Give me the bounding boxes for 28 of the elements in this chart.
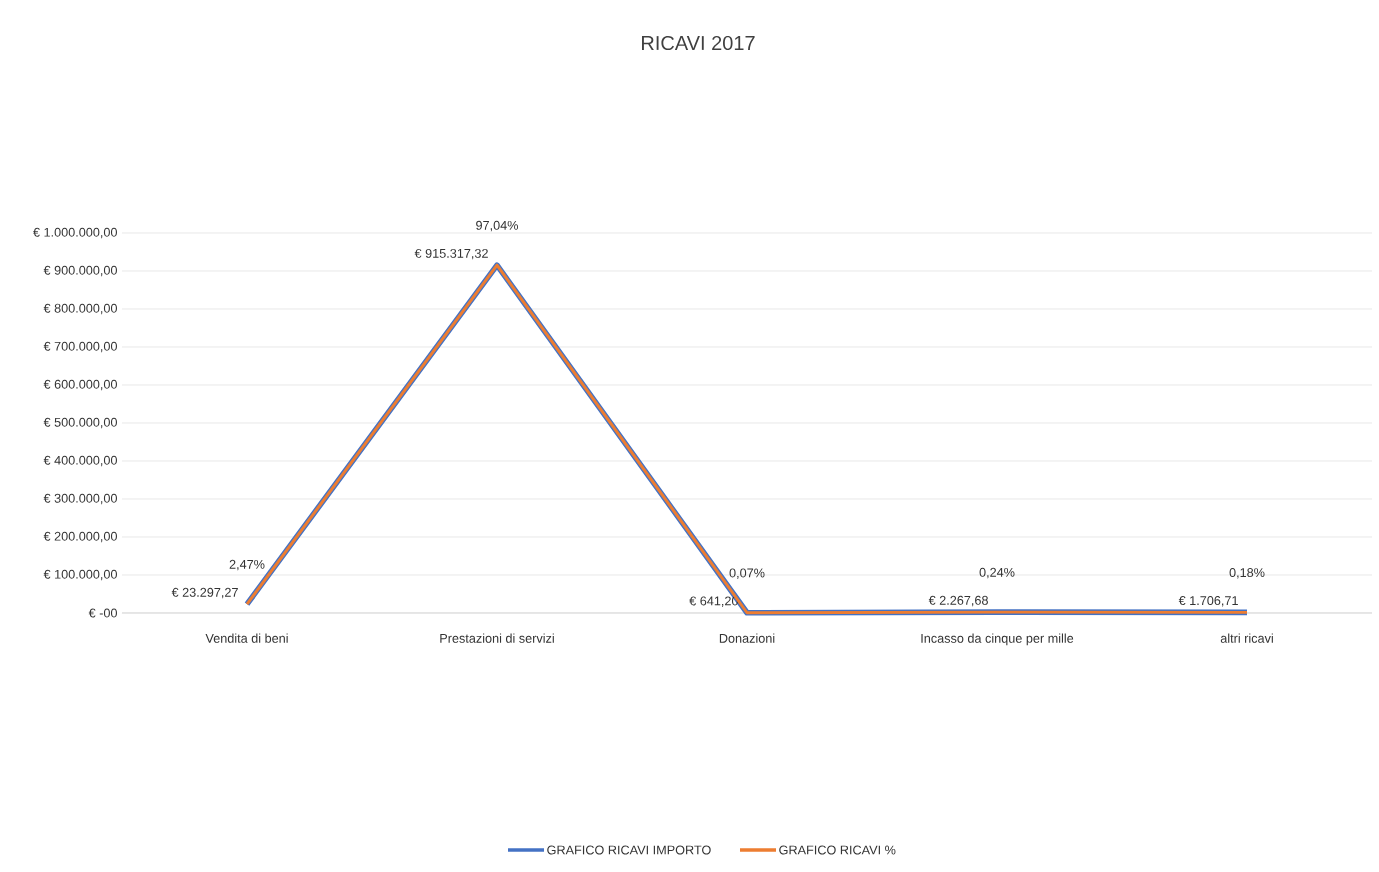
- chart-title: RICAVI 2017: [642, 35, 755, 51]
- x-tick-label: altri ricavi: [1220, 633, 1273, 643]
- x-tick-label: Vendita di beni: [205, 633, 288, 643]
- y-tick-label: € 300.000,00: [43, 493, 117, 505]
- data-label: € 23.297,27: [171, 587, 238, 599]
- y-tick-label: € 100.000,00: [43, 569, 117, 581]
- y-tick-label: € 500.000,00: [43, 417, 117, 429]
- y-tick-label: € 900.000,00: [43, 265, 117, 277]
- data-label: € 1.706,71: [1178, 596, 1238, 607]
- y-tick-label: € 800.000,00: [43, 303, 117, 315]
- y-tick-label: € 600.000,00: [43, 379, 117, 391]
- data-label: 0,18%: [1229, 568, 1265, 579]
- data-label: 97,04%: [476, 220, 519, 232]
- data-label: € 2.267,68: [928, 595, 988, 607]
- data-label: 0,07%: [729, 568, 765, 579]
- data-label: 0,24%: [979, 567, 1015, 579]
- x-tick-label: Incasso da cinque per mille: [921, 633, 1074, 646]
- y-tick-label: € 200.000,00: [43, 531, 117, 543]
- y-tick-label: € 1.000.000,00: [33, 227, 117, 239]
- y-tick-label: € 400.000,00: [43, 455, 117, 467]
- y-tick-label: € -00: [88, 608, 117, 618]
- x-tick-label: Donazioni: [719, 633, 775, 643]
- data-label: € 915.317,32: [414, 248, 488, 260]
- legend-label: GRAFICO RICAVI %: [779, 845, 896, 855]
- x-tick-label: Prestazioni di servizi: [440, 633, 554, 643]
- legend-label: GRAFICO RICAVI IMPORTO: [547, 845, 711, 855]
- data-label: 2,47%: [229, 559, 265, 571]
- y-tick-label: € 700.000,00: [43, 341, 117, 353]
